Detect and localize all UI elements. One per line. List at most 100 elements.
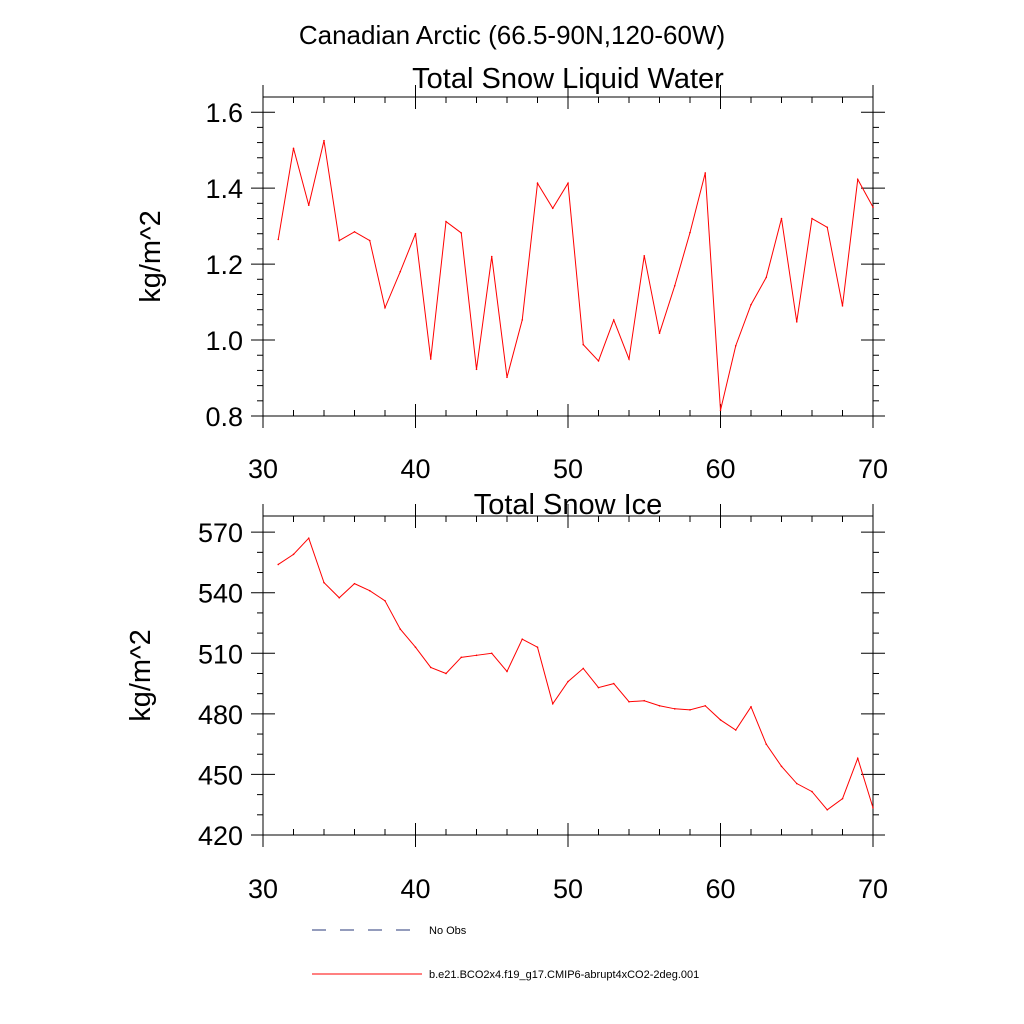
y-axis-label: kg/m^2 <box>135 210 167 303</box>
data-point <box>429 358 432 360</box>
data-point <box>704 172 707 174</box>
data-point <box>628 358 630 360</box>
x-tick-label: 70 <box>858 874 888 904</box>
data-point <box>521 319 524 321</box>
y-axis-label: kg/m^2 <box>125 629 157 722</box>
data-point <box>689 231 691 234</box>
x-tick-label: 70 <box>858 454 888 484</box>
y-tick-label: 540 <box>198 579 243 609</box>
data-point <box>490 652 493 655</box>
data-point <box>673 284 676 287</box>
data-point <box>521 638 524 640</box>
data-point <box>384 306 386 309</box>
data-point <box>597 686 600 689</box>
data-point <box>872 206 874 208</box>
data-point <box>475 368 478 371</box>
data-point <box>551 702 554 705</box>
x-tick-label: 60 <box>705 454 735 484</box>
y-tick-label: 510 <box>198 639 243 669</box>
y-tick-label: 1.4 <box>205 174 243 204</box>
legend-label-no-obs: No Obs <box>429 925 467 937</box>
legend-label-model-run: b.e21.BCO2x4.f19_g17.CMIP6-abrupt4xCO2-2… <box>429 969 699 981</box>
data-point <box>734 729 737 731</box>
data-point <box>567 680 569 683</box>
data-point <box>750 705 752 708</box>
data-point <box>872 806 874 809</box>
x-tick-label: 50 <box>553 874 583 904</box>
data-point <box>719 409 722 412</box>
data-point <box>582 667 585 670</box>
data-point <box>811 217 813 220</box>
data-point <box>719 719 722 721</box>
data-point <box>445 672 447 675</box>
data-point <box>506 670 508 673</box>
plot-frame <box>262 96 874 417</box>
legend: No Obs b.e21.BCO2x4.f19_g17.CMIP6-abrupt… <box>312 925 699 981</box>
y-tick-label: 420 <box>198 821 243 851</box>
data-point <box>841 797 844 800</box>
data-point <box>277 238 280 241</box>
data-point <box>734 344 737 347</box>
data-point <box>612 319 615 321</box>
x-tick-label: 40 <box>400 874 430 904</box>
data-point <box>795 782 798 785</box>
y-tick-label: 570 <box>198 518 243 548</box>
data-point <box>536 182 539 185</box>
data-point <box>506 376 508 379</box>
y-tick-label: 1.2 <box>205 250 243 280</box>
data-point <box>551 207 554 210</box>
data-point <box>856 757 859 760</box>
data-point <box>368 239 371 242</box>
x-tick-label: 30 <box>248 454 278 484</box>
data-point <box>841 305 844 307</box>
x-tick-label: 40 <box>400 454 430 484</box>
x-tick-label: 60 <box>705 874 735 904</box>
data-point <box>628 700 630 703</box>
data-point <box>429 666 432 669</box>
data-point <box>460 656 463 659</box>
data-point <box>399 628 402 630</box>
data-point <box>338 596 341 599</box>
data-point <box>750 303 752 306</box>
data-point <box>795 321 798 323</box>
data-point <box>490 255 493 258</box>
data-point <box>780 765 783 768</box>
data-point <box>826 808 829 811</box>
data-point <box>780 217 783 220</box>
data-point <box>765 743 768 745</box>
data-point <box>292 147 295 150</box>
y-tick-label: 450 <box>198 760 243 790</box>
data-point <box>612 682 615 685</box>
data-point <box>414 232 417 235</box>
x-tick-label: 50 <box>553 454 583 484</box>
data-point <box>643 699 646 702</box>
data-point <box>765 276 768 279</box>
data-point <box>475 654 478 657</box>
y-tick-label: 1.6 <box>205 98 243 128</box>
data-point <box>536 646 539 649</box>
y-tick-label: 1.0 <box>205 326 243 356</box>
data-point <box>323 139 325 142</box>
plot-frame <box>262 515 874 836</box>
data-point <box>658 704 661 707</box>
y-tick-label: 0.8 <box>205 402 243 432</box>
data-point <box>460 232 463 234</box>
data-point <box>673 708 676 710</box>
data-point <box>338 239 341 242</box>
data-point <box>658 332 661 335</box>
data-point <box>384 599 386 602</box>
data-point <box>643 254 646 257</box>
page-title: Canadian Arctic (66.5-90N,120-60W) <box>299 20 725 50</box>
data-point <box>353 582 356 585</box>
data-point <box>414 646 417 649</box>
data-point <box>811 790 813 793</box>
data-point <box>399 270 402 273</box>
data-point <box>856 178 859 181</box>
data-point <box>582 343 585 346</box>
series-line <box>277 140 874 411</box>
y-tick-label: 480 <box>198 700 243 730</box>
x-tick-label: 30 <box>248 874 278 904</box>
